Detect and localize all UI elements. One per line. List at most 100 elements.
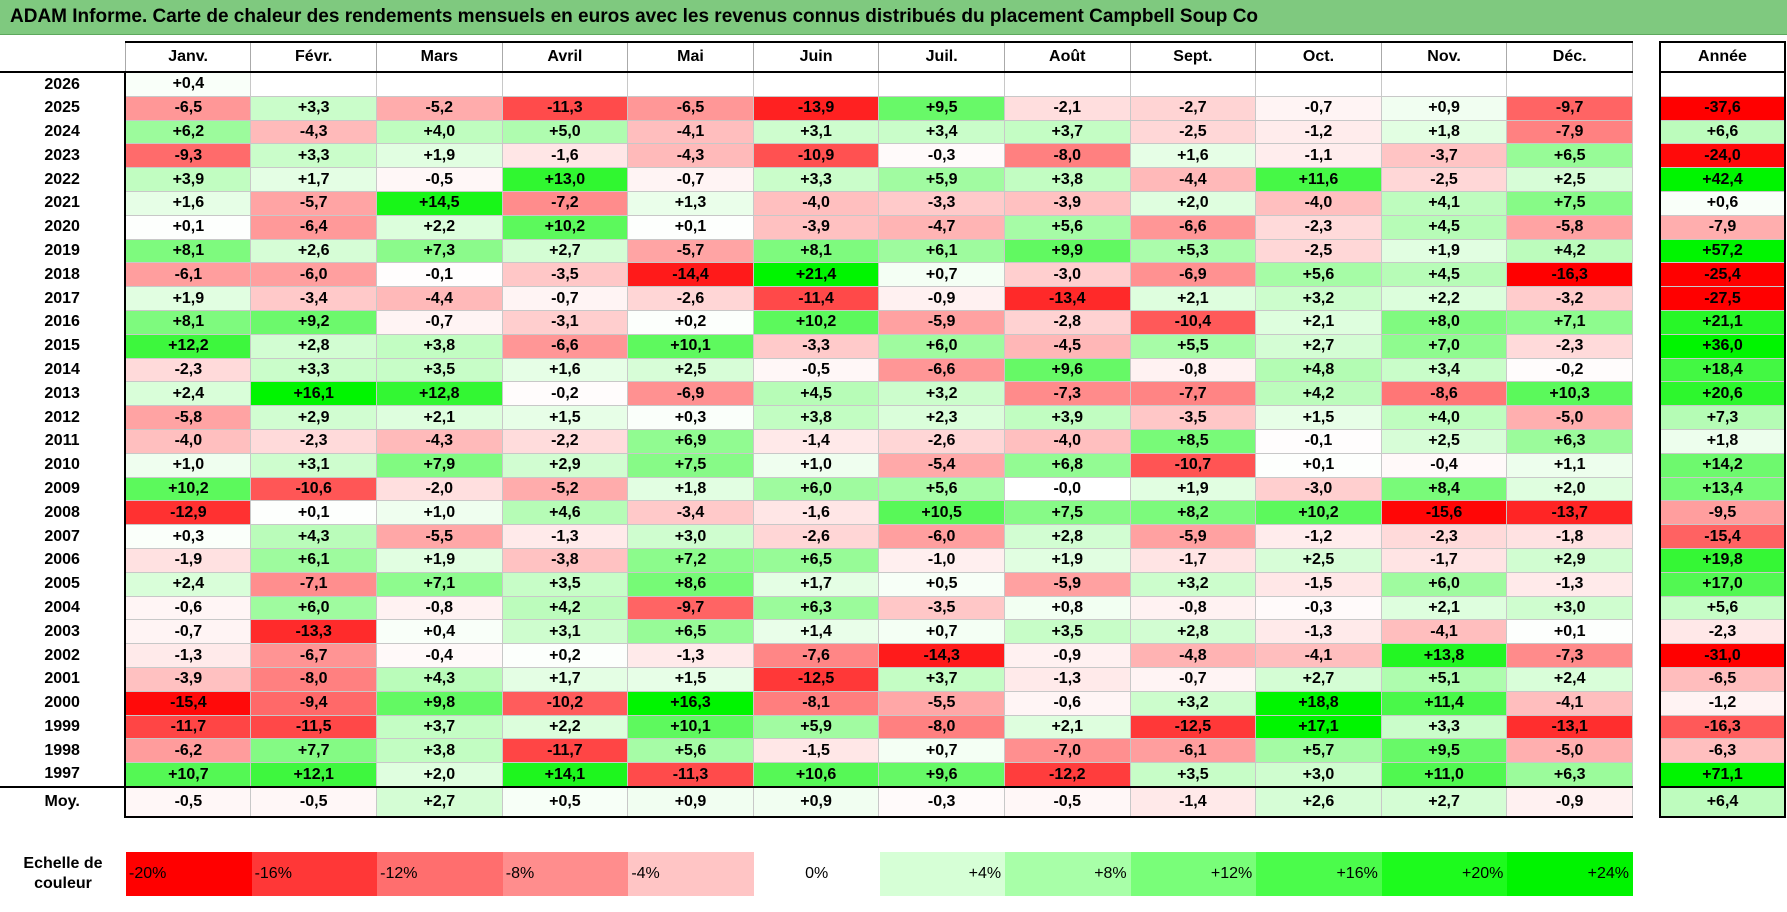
heatmap-cell: +2,0 bbox=[376, 762, 503, 788]
heatmap-cell: +2,1 bbox=[376, 405, 503, 430]
heatmap-cell: -0,5 bbox=[376, 167, 503, 192]
year-label: 2017 bbox=[0, 286, 127, 311]
annual-cell: +18,4 bbox=[1659, 358, 1786, 383]
heatmap-cell: +10,2 bbox=[752, 309, 880, 335]
heatmap-cell: +16,1 bbox=[250, 381, 377, 407]
heatmap-cell: +7,7 bbox=[250, 738, 377, 764]
heatmap-cell: -2,5 bbox=[1255, 238, 1382, 264]
annual-cell: -15,4 bbox=[1659, 524, 1786, 549]
heatmap-cell: -12,2 bbox=[1003, 762, 1131, 788]
heatmap-cell: +1,9 bbox=[1129, 476, 1257, 502]
heatmap-cell: -11,7 bbox=[124, 714, 252, 740]
heatmap-table: Janv. Févr. Mars Avril Mai Juin Juil. Août Sept.… bbox=[0, 41, 1633, 818]
heatmap-cell: +1,5 bbox=[1255, 405, 1382, 430]
heatmap-cell: +3,4 bbox=[878, 119, 1005, 145]
heatmap-cell: +3,5 bbox=[1129, 762, 1257, 788]
year-label: 2013 bbox=[0, 381, 127, 406]
year-row: 2004 -0,6 +6,0 -0,8 +4,2 -9,7 +6,3 -3,5 +0,8 -0,8… bbox=[0, 595, 1633, 621]
heatmap-cell bbox=[1003, 71, 1131, 97]
year-label: 2015 bbox=[0, 334, 127, 359]
year-row: 2000 -15,4 -9,4 +9,8 -10,2 +16,3 -8,1 -5,5 -0,6 +… bbox=[0, 690, 1633, 716]
heatmap-cell: -0,3 bbox=[878, 143, 1005, 169]
average-cell: +2,6 bbox=[1255, 785, 1382, 818]
heatmap-cell: -13,9 bbox=[752, 95, 880, 121]
heatmap-cell: +4,0 bbox=[1380, 405, 1508, 430]
heatmap-cell: +5,3 bbox=[1129, 238, 1257, 264]
heatmap-cell: -0,8 bbox=[1129, 357, 1257, 383]
heatmap-cell: +4,8 bbox=[1255, 357, 1382, 383]
heatmap-cell: +11,6 bbox=[1255, 167, 1382, 192]
heatmap-cell: +6,3 bbox=[752, 595, 880, 621]
heatmap-cell: -0,1 bbox=[376, 262, 503, 288]
annual-cell: -2,3 bbox=[1659, 619, 1786, 645]
heatmap-cell: +12,1 bbox=[250, 762, 377, 788]
color-scale-label: Echelle de couleur bbox=[23, 855, 103, 892]
heatmap-cell: +1,6 bbox=[501, 357, 629, 383]
color-scale: Echelle de couleur -20% -16% -12% -8% -4% 0% +… bbox=[0, 852, 1633, 898]
heatmap-cell: -14,3 bbox=[878, 643, 1005, 668]
heatmap-cell: +0,7 bbox=[878, 619, 1005, 645]
annual-cell: -27,5 bbox=[1659, 286, 1786, 311]
year-row: 2005 +2,4 -7,1 +7,1 +3,5 +8,6 +1,7 +0,5 -5,9 +3,2… bbox=[0, 571, 1633, 597]
heatmap-cell: +3,0 bbox=[1255, 762, 1382, 788]
heatmap-cell: -6,5 bbox=[627, 95, 754, 121]
heatmap-cell: +11,4 bbox=[1380, 690, 1508, 716]
year-label: 1997 bbox=[0, 762, 127, 787]
heatmap-cell: +6,0 bbox=[878, 333, 1005, 359]
heatmap-cell: -4,1 bbox=[627, 119, 754, 145]
heatmap-cell: -7,9 bbox=[1506, 119, 1633, 145]
heatmap-cell: +1,7 bbox=[752, 571, 880, 597]
heatmap-cell: +4,3 bbox=[250, 524, 377, 549]
heatmap-cell: -8,0 bbox=[878, 714, 1005, 740]
year-label: 2020 bbox=[0, 215, 127, 240]
month-header: Août bbox=[1003, 41, 1131, 73]
year-row: 2009 +10,2 -10,6 -2,0 -5,2 +1,8 +6,0 +5,6 -0,0 +1… bbox=[0, 476, 1633, 502]
month-header: Avril bbox=[501, 41, 629, 73]
heatmap-cell: -1,3 bbox=[1255, 619, 1382, 645]
heatmap-cell: +12,2 bbox=[124, 333, 252, 359]
heatmap-cell: +10,6 bbox=[752, 762, 880, 788]
heatmap-cell: +9,2 bbox=[250, 309, 377, 335]
heatmap-cell: -2,8 bbox=[1003, 309, 1131, 335]
heatmap-cell: +1,0 bbox=[376, 500, 503, 526]
heatmap-cell: +0,2 bbox=[627, 309, 754, 335]
heatmap-cell: -1,5 bbox=[1255, 571, 1382, 597]
heatmap-cell: +0,7 bbox=[878, 738, 1005, 764]
heatmap-cell: +3,5 bbox=[1003, 619, 1131, 645]
heatmap-cell: +2,9 bbox=[250, 405, 377, 430]
color-scale-swatch: -16% bbox=[251, 852, 378, 896]
heatmap-cell: -0,5 bbox=[752, 357, 880, 383]
average-cell: -0,5 bbox=[1003, 785, 1131, 818]
heatmap-cell: +2,5 bbox=[1506, 167, 1633, 192]
heatmap-cell: -0,2 bbox=[501, 381, 629, 407]
heatmap-cell: +6,1 bbox=[878, 238, 1005, 264]
annual-cell: -9,5 bbox=[1659, 500, 1786, 526]
heatmap-cell: -11,4 bbox=[752, 286, 880, 311]
heatmap-cell: -6,7 bbox=[250, 643, 377, 668]
heatmap-cell: +21,4 bbox=[752, 262, 880, 288]
annual-cell: +21,1 bbox=[1659, 310, 1786, 335]
color-scale-swatch: +12% bbox=[1130, 852, 1257, 896]
heatmap-cell: +10,2 bbox=[501, 214, 629, 240]
heatmap-cell: +1,9 bbox=[376, 547, 503, 573]
heatmap-cell: +1,1 bbox=[1506, 452, 1633, 478]
heatmap-cell: +2,2 bbox=[376, 214, 503, 240]
heatmap-cell: -1,3 bbox=[1506, 571, 1633, 597]
color-scale-swatch: +8% bbox=[1005, 852, 1131, 896]
annual-cell: +1,8 bbox=[1659, 429, 1786, 454]
heatmap-cell: -1,5 bbox=[752, 738, 880, 764]
year-label: 2007 bbox=[0, 524, 127, 549]
heatmap-cell: -4,0 bbox=[752, 190, 880, 216]
heatmap-cell: +4,1 bbox=[1380, 190, 1508, 216]
heatmap-cell: -4,5 bbox=[1003, 333, 1131, 359]
heatmap-cell: -2,3 bbox=[124, 357, 252, 383]
heatmap-cell: +7,2 bbox=[627, 547, 754, 573]
heatmap-cell: -0,2 bbox=[1506, 357, 1633, 383]
heatmap-cell: +4,2 bbox=[1506, 238, 1633, 264]
heatmap-cell: -6,5 bbox=[124, 95, 252, 121]
color-scale-swatch: -12% bbox=[377, 852, 503, 896]
heatmap-cell: -0,9 bbox=[1003, 643, 1131, 668]
heatmap-cell: -6,0 bbox=[250, 262, 377, 288]
heatmap-cell: -5,9 bbox=[1129, 524, 1257, 549]
heatmap-cell: +3,8 bbox=[376, 738, 503, 764]
